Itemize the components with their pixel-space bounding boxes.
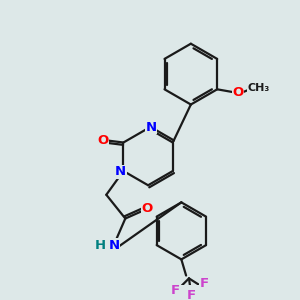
- Text: O: O: [97, 134, 108, 147]
- Text: F: F: [171, 284, 180, 297]
- Text: F: F: [187, 289, 196, 300]
- Text: H: H: [95, 238, 106, 252]
- Text: N: N: [115, 166, 126, 178]
- Text: O: O: [232, 86, 244, 99]
- Text: O: O: [142, 202, 153, 214]
- Text: N: N: [146, 121, 157, 134]
- Text: F: F: [200, 277, 209, 290]
- Text: N: N: [108, 238, 119, 252]
- Text: CH₃: CH₃: [248, 83, 270, 93]
